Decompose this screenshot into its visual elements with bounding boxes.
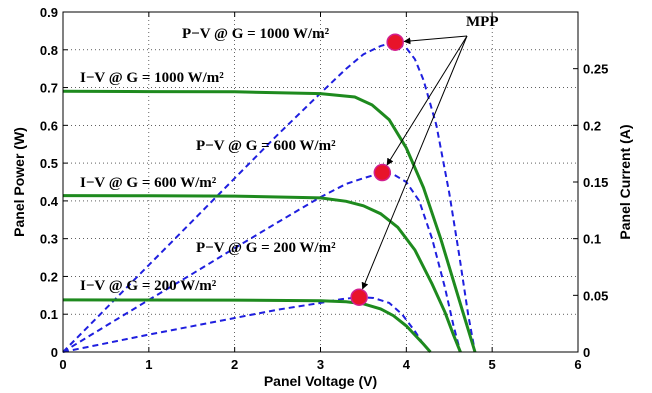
y-right-tick-label: 0.1 [583, 232, 601, 247]
y-left-tick-label: 0.4 [40, 194, 59, 209]
y-left-tick-label: 0.9 [40, 5, 58, 20]
mpp-arrow [386, 35, 468, 166]
x-axis-label: Panel Voltage (V) [264, 373, 377, 389]
y-right-tick-label: 0.15 [583, 175, 608, 190]
x-tick-label: 0 [59, 357, 66, 372]
y-right-tick-label: 0.2 [583, 118, 601, 133]
y-left-tick-label: 0.3 [40, 232, 58, 247]
annotation-iv600: I−V @ G = 600 W/m² [80, 175, 217, 191]
mpp-arrow [403, 35, 468, 45]
annotations: P−V @ G = 1000 W/m² I−V @ G = 1000 W/m² P−… [80, 14, 498, 294]
y-left-tick-label: 0.1 [40, 307, 58, 322]
y-axis-left-label: Panel Power (W) [11, 127, 27, 237]
x-tick-label: 4 [403, 357, 411, 372]
mpp-marker [373, 163, 392, 182]
x-tick-label: 6 [574, 357, 581, 372]
y-left-tick-label: 0 [51, 345, 58, 360]
annotation-mpp: MPP [466, 14, 498, 30]
y-right-tick-label: 0 [583, 345, 590, 360]
x-tick-label: 3 [317, 357, 324, 372]
y-axis-right-label: Panel Current (A) [617, 124, 633, 239]
y-right-tick-label: 0.25 [583, 62, 608, 77]
series-layer [62, 41, 477, 353]
annotation-pv1000: P−V @ G = 1000 W/m² [182, 26, 330, 42]
mpp-marker [386, 33, 404, 51]
y-right-tick-label: 0.05 [583, 288, 608, 303]
y-left-tick-label: 0.5 [40, 156, 58, 171]
pv-curve [62, 41, 476, 353]
x-tick-label: 5 [489, 357, 496, 372]
y-left-tick-label: 0.6 [40, 118, 58, 133]
annotation-iv200: I−V @ G = 200 W/m² [80, 278, 217, 294]
annotation-pv200: P−V @ G = 200 W/m² [196, 240, 336, 256]
iv-curve [62, 298, 432, 353]
annotation-pv600: P−V @ G = 600 W/m² [196, 138, 336, 154]
axis-ticks: 0 1 2 3 4 5 600.10.20.30.40.50.60.70.80.900.05… [40, 5, 608, 372]
mpp-arrow [361, 35, 468, 290]
x-tick-label: 1 [145, 357, 152, 372]
annotation-iv1000: I−V @ G = 1000 W/m² [80, 70, 224, 86]
mpp-marker [350, 288, 368, 306]
iv-curve [62, 194, 462, 353]
mpp-arrows [361, 35, 468, 290]
pv-curve [62, 171, 462, 353]
mpp-markers [350, 33, 404, 306]
iv-curve [62, 89, 477, 353]
y-left-tick-label: 0.8 [40, 43, 58, 58]
x-tick-label: 2 [231, 357, 238, 372]
y-left-tick-label: 0.7 [40, 81, 58, 96]
pv-curve [62, 296, 432, 353]
y-left-tick-label: 0.2 [40, 269, 58, 284]
